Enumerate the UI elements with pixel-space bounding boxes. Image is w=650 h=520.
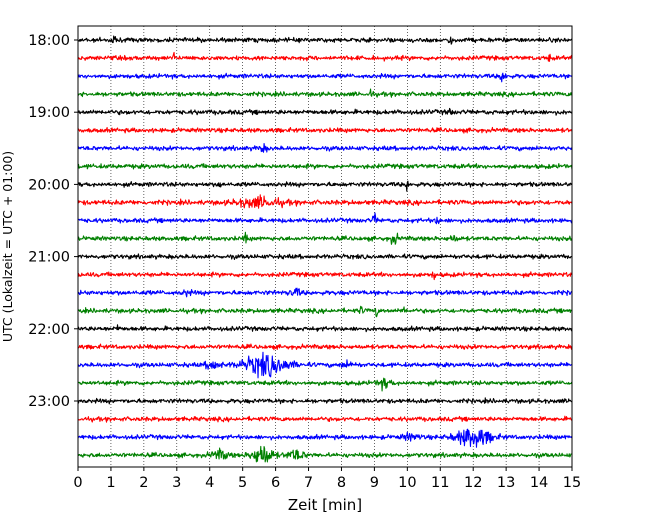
trace-1830	[77, 72, 573, 83]
x-tick-label: 5	[238, 475, 247, 491]
x-tick-label: 13	[497, 475, 515, 491]
trace-2300	[77, 397, 573, 405]
x-tick-label: 4	[205, 475, 214, 491]
trace-1845	[77, 88, 573, 98]
trace-2200	[77, 324, 573, 333]
x-tick-label: 2	[139, 475, 148, 491]
y-tick-label: 23:00	[28, 394, 70, 410]
trace-2045	[77, 231, 573, 245]
x-tick-label: 7	[304, 475, 313, 491]
y-tick-label: 22:00	[28, 322, 70, 338]
y-tick-label: 20:00	[28, 177, 70, 193]
x-tick-label: 3	[172, 475, 181, 491]
trace-2000	[77, 180, 573, 192]
x-tick-label: 8	[337, 475, 346, 491]
x-tick-label: 6	[271, 475, 280, 491]
trace-2130	[77, 287, 573, 298]
x-tick-label: 0	[73, 475, 82, 491]
trace-2330	[77, 428, 573, 448]
y-axis-label: UTC (Lokalzeit = UTC + 01:00)	[0, 151, 15, 342]
trace-2100	[77, 253, 573, 260]
trace-2215	[77, 343, 573, 351]
y-tick-label: 18:00	[28, 33, 70, 49]
trace-1930	[77, 142, 573, 153]
x-axis-label: Zeit [min]	[288, 496, 362, 514]
trace-1915	[77, 126, 573, 134]
y-ticks: 18:00 19:00 20:00 21:00 22:00 23:00	[28, 33, 78, 410]
x-tick-label: 15	[563, 475, 581, 491]
x-tick-label: 9	[370, 475, 379, 491]
trace-2245	[77, 377, 573, 392]
trace-1945	[77, 163, 573, 170]
x-tick-label: 11	[431, 475, 449, 491]
x-tick-label: 10	[398, 475, 416, 491]
trace-1800	[77, 35, 573, 45]
y-tick-label: 19:00	[28, 105, 70, 121]
trace-2030	[77, 212, 573, 225]
plot-frame	[77, 25, 573, 468]
x-tick-label: 12	[464, 475, 482, 491]
x-tick-label: 1	[106, 475, 115, 491]
trace-2015	[77, 194, 573, 209]
x-ticks: 0 1 2 3 4 5 6 7 8 9 10 11 12 13 14 15	[73, 467, 581, 491]
trace-2230	[77, 351, 573, 379]
x-tick-label: 14	[530, 475, 548, 491]
trace-2345	[77, 445, 573, 463]
trace-2145	[77, 305, 573, 318]
trace-2115	[77, 271, 573, 281]
trace-1815	[77, 51, 573, 62]
y-tick-label: 21:00	[28, 250, 70, 266]
traces-group	[77, 35, 573, 463]
trace-2315	[77, 415, 573, 423]
trace-1900	[77, 107, 573, 116]
